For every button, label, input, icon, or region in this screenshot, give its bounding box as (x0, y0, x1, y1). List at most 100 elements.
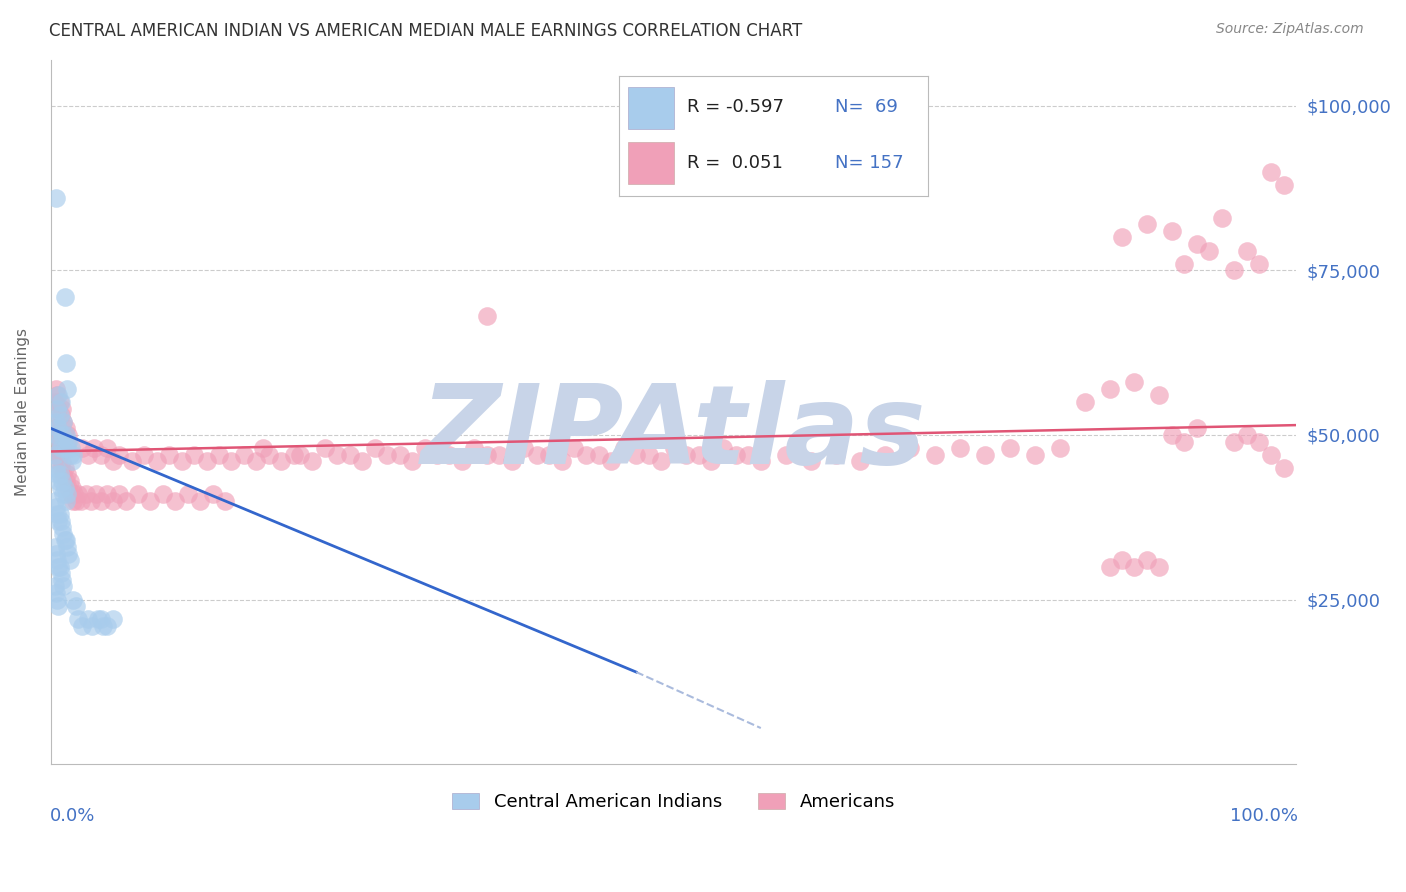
Point (177, 487, 200, 501)
Point (58, 481, 80, 495)
Point (58, 547, 80, 561)
Point (1136, 217, 1159, 231)
Point (613, 441, 636, 455)
Point (46, 428, 69, 442)
Point (139, 493, 162, 508)
Point (87, 612, 110, 626)
Point (53, 461, 76, 475)
Point (388, 448, 411, 462)
Point (326, 448, 349, 462)
Point (588, 448, 610, 462)
Point (1247, 257, 1270, 271)
Point (974, 448, 997, 462)
Point (488, 448, 510, 462)
Point (898, 441, 921, 455)
Point (700, 454, 723, 468)
Point (101, 612, 124, 626)
Text: CENTRAL AMERICAN INDIAN VS AMERICAN MEDIAN MALE EARNINGS CORRELATION CHART: CENTRAL AMERICAN INDIAN VS AMERICAN MEDI… (49, 22, 803, 40)
Point (1024, 448, 1046, 462)
Point (63, 487, 86, 501)
Point (208, 448, 231, 462)
FancyBboxPatch shape (628, 87, 675, 128)
Point (52, 415, 75, 429)
Point (439, 448, 461, 462)
Point (637, 448, 659, 462)
Point (48, 559, 70, 574)
Point (426, 448, 449, 462)
Point (52, 526, 75, 541)
Point (849, 454, 872, 468)
Point (1185, 421, 1208, 435)
Point (270, 454, 292, 468)
Point (44, 421, 66, 435)
Point (1260, 448, 1282, 462)
Point (49, 409, 72, 423)
Point (352, 454, 374, 468)
Point (91, 619, 114, 633)
Point (96, 441, 118, 455)
Text: 100.0%: 100.0% (1230, 806, 1298, 824)
Point (53, 290, 76, 304)
Point (70, 441, 93, 455)
Point (58, 428, 80, 442)
Point (75, 487, 97, 501)
Point (84, 487, 107, 501)
Point (46, 599, 69, 614)
Point (53, 441, 76, 455)
Y-axis label: Median Male Earnings: Median Male Earnings (15, 328, 30, 496)
Point (55, 355, 77, 369)
Text: Source: ZipAtlas.com: Source: ZipAtlas.com (1216, 22, 1364, 37)
Point (824, 448, 846, 462)
Point (62, 448, 84, 462)
Point (55, 428, 77, 442)
Legend: Central American Indians, Americans: Central American Indians, Americans (446, 786, 903, 819)
Point (90, 448, 112, 462)
Point (46, 474, 69, 488)
Point (55, 493, 77, 508)
Point (1272, 178, 1295, 192)
Point (1173, 434, 1195, 449)
Point (170, 454, 193, 468)
Text: N= 157: N= 157 (835, 153, 904, 171)
Point (1149, 388, 1171, 402)
Point (252, 441, 274, 455)
Point (1211, 211, 1233, 225)
Point (58, 474, 80, 488)
Point (45, 500, 67, 515)
Point (245, 454, 267, 468)
Point (600, 454, 623, 468)
Point (52, 467, 75, 482)
Point (1098, 559, 1121, 574)
Point (67, 612, 90, 626)
Point (1111, 553, 1133, 567)
Point (45, 382, 67, 396)
Point (526, 448, 548, 462)
Point (46, 467, 69, 482)
Point (475, 310, 498, 324)
Point (59, 487, 82, 501)
Point (924, 448, 946, 462)
Point (52, 434, 75, 449)
Point (49, 441, 72, 455)
Point (46, 421, 69, 435)
Point (101, 493, 124, 508)
Point (1198, 244, 1220, 258)
Point (221, 454, 243, 468)
Point (80, 619, 103, 633)
Point (49, 461, 72, 475)
Point (45, 448, 67, 462)
Point (46, 553, 69, 567)
Point (413, 441, 436, 455)
Point (1136, 553, 1159, 567)
Point (45, 191, 67, 205)
Point (56, 434, 79, 449)
Point (749, 454, 772, 468)
Point (48, 434, 70, 449)
Point (463, 441, 485, 455)
Point (127, 487, 149, 501)
Point (77, 612, 100, 626)
Point (1111, 230, 1133, 244)
Point (1223, 263, 1246, 277)
Point (214, 493, 236, 508)
Point (283, 448, 305, 462)
